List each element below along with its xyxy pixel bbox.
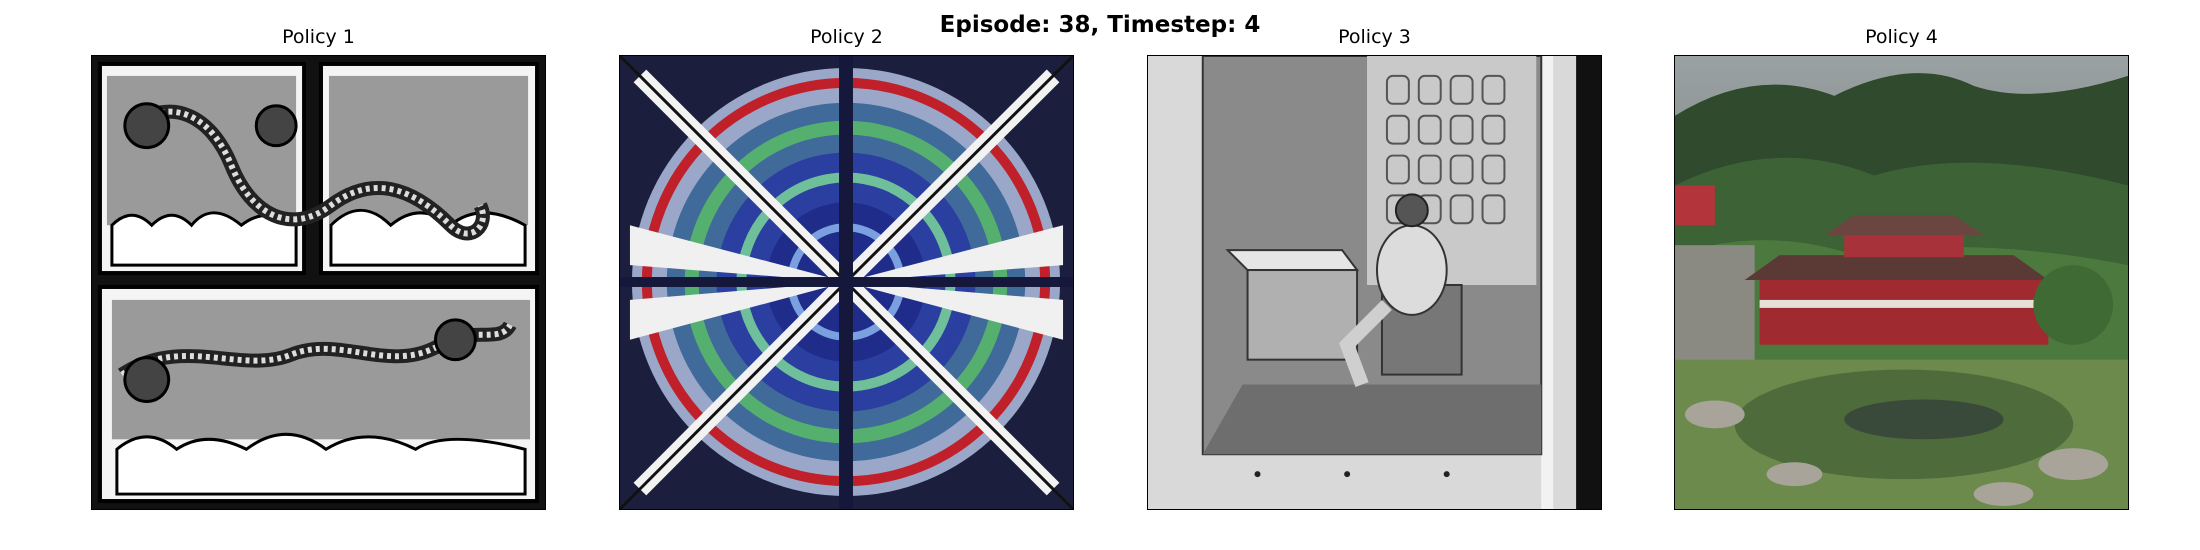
figure-title: Episode: 38, Timestep: 4 xyxy=(939,12,1261,38)
temple-landscape-image xyxy=(1675,56,2128,509)
policy-panel-4: Policy 4 xyxy=(1674,26,2129,510)
policy-image-2 xyxy=(619,55,1074,510)
policy-image-3 xyxy=(1147,55,1602,510)
policy-title-2: Policy 2 xyxy=(810,26,883,48)
policy-image-4 xyxy=(1674,55,2129,510)
policy-image-1 xyxy=(91,55,546,510)
policy-title-1: Policy 1 xyxy=(282,26,355,48)
dragon-comic-image xyxy=(92,56,545,509)
policy-panel-3: Policy 3 xyxy=(1147,26,1602,510)
kaleidoscope-image xyxy=(620,56,1073,509)
policy-panel-2: Policy 2 xyxy=(619,26,1074,510)
policy-panel-1: Policy 1 xyxy=(91,26,546,510)
engraving-image xyxy=(1148,56,1601,509)
policy-title-3: Policy 3 xyxy=(1338,26,1411,48)
policy-title-4: Policy 4 xyxy=(1865,26,1938,48)
